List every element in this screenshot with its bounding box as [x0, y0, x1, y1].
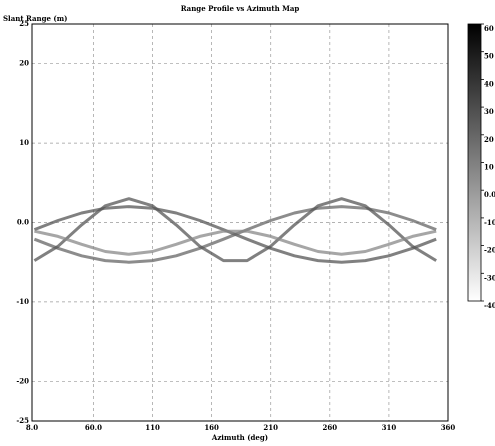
colorbar-tick-label: 0.0 [484, 190, 495, 199]
colorbar-tick-label: 40 [484, 79, 494, 88]
colorbar-tick-label: 30 [484, 107, 494, 116]
y-axis-label: Slant Range (m) [3, 14, 67, 23]
colorbar-tick-label: 60 [484, 24, 494, 33]
y-tick-label: 20 [19, 59, 29, 68]
x-tick-label: 160 [204, 423, 219, 432]
x-tick-label: 360 [441, 423, 456, 432]
colorbar-tick-label: 50 [484, 52, 494, 61]
colorbar-tick-label: -10 [484, 218, 495, 227]
x-axis-label: Azimuth (deg) [211, 433, 268, 442]
colorbar-tick-label: -40 [484, 301, 495, 310]
y-tick-label: -20 [16, 376, 29, 385]
x-tick-label: 110 [145, 423, 160, 432]
colorbar-tick-label: -30 [484, 273, 495, 282]
plot-frame [31, 23, 449, 422]
colorbar [467, 23, 482, 302]
x-tick-label: 260 [323, 423, 338, 432]
y-tick-label: 25 [19, 19, 29, 28]
y-tick-label: -10 [16, 297, 29, 306]
x-tick-label: 8.0 [26, 423, 38, 432]
x-tick-label: 60.0 [85, 423, 102, 432]
range-trace [34, 229, 437, 256]
y-tick-label: -25 [16, 416, 29, 425]
x-tick-label: 310 [382, 423, 397, 432]
y-tick-label: 10 [19, 138, 29, 147]
chart-title: Range Profile vs Azimuth Map [181, 4, 300, 13]
x-tick-label: 210 [263, 423, 278, 432]
y-tick-label: 0.0 [17, 218, 29, 227]
colorbar-tick-label: 10 [484, 163, 494, 172]
colorbar-tick-label: -20 [484, 246, 495, 255]
colorbar-tick-label: 20 [484, 135, 494, 144]
range-trace [33, 197, 437, 263]
